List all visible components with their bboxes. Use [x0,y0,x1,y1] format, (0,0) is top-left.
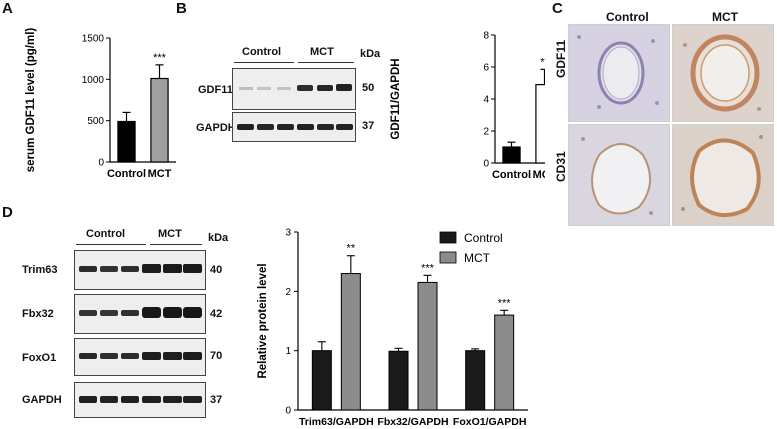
significance-label: *** [421,262,435,274]
y-tick-label: 1500 [82,34,105,45]
blot-b-control-line [234,62,294,63]
histology-row-gdf11: GDF11 [554,39,568,78]
micrograph-control-gdf11 [568,24,670,122]
histology-c: Control MCT GDF11 CD31 [554,8,774,228]
bar [388,350,409,411]
micrograph-control-cd31 [568,124,670,226]
blot-d-fbx32-bands [79,307,202,318]
panel-letter-a: A [2,0,13,17]
blot-b-group-mct: MCT [310,46,334,58]
x-tick-label: Fbx32/GAPDH [377,416,448,427]
legend-label: Control [464,231,503,245]
blot-d-trim63-strip [74,250,206,290]
micrograph-mct-gdf11 [672,24,774,122]
blot-b-kda-label: kDa [360,48,381,60]
x-tick-label: Trim63/GAPDH [299,416,374,427]
blot-b: Control MCT kDa GDF11 50 GAPDH 37 [190,40,390,150]
blot-b-gapdh-strip [232,112,356,142]
blot-d-gapdh-strip [74,382,206,418]
blot-d-kda-gapdh: 37 [210,394,223,406]
legend-swatch [439,231,457,244]
blot-b-mct-line [298,62,354,63]
micrograph-mct-cd31 [672,124,774,226]
chart-a-serum-gdf11: 0 500 1000 1500 serum GDF11 level (pg/ml) Con… [25,28,176,180]
blot-d-kda-trim63: 40 [210,264,223,276]
blot-d-foxo1-strip [74,338,206,376]
y-axis-label: GDF11/GAPDH [390,58,402,139]
x-tick-label: Control [492,169,531,181]
significance-label: *** [153,52,167,64]
blot-d-row-label-trim63: Trim63 [22,264,58,276]
blot-d-gapdh-bands [79,396,202,403]
panel-letter-c: C [552,0,563,17]
x-tick-label: Control [107,168,146,180]
blot-d-row-label-fbx32: Fbx32 [22,308,54,320]
histology-col-mct: MCT [712,10,738,24]
bar [117,120,136,163]
blot-d-trim63-bands [79,264,202,273]
histology-row-cd31: CD31 [554,151,568,182]
blot-b-kda-gdf11: 50 [362,82,375,94]
bar [340,273,361,411]
x-tick-label: FoxO1/GAPDH [453,416,527,427]
chart-b-gdf11-gapdh: 0 2 4 6 8 GDF11/GAPDH Control ** MCT [390,31,545,181]
blot-d-foxo1-bands [79,352,202,360]
significance-label: ** [540,56,545,68]
y-tick-label: 0 [285,406,291,417]
y-tick-label: 0 [98,158,104,169]
y-tick-label: 8 [483,31,489,42]
blot-b-gdf11-strip [232,68,356,110]
y-axis-label: Relative protein level [257,263,269,378]
legend-label: MCT [464,251,491,265]
blot-b-gdf11-bands [239,84,352,91]
bar [150,77,169,163]
blot-d-group-mct: MCT [158,228,182,240]
y-tick-label: 4 [483,95,489,106]
y-tick-label: 1000 [82,75,105,86]
blot-d-row-label-foxo1: FoxO1 [22,352,57,364]
legend-swatch [439,251,457,264]
bar [502,146,521,164]
blot-d-fbx32-strip [74,294,206,334]
blot-d-row-label-gapdh: GAPDH [22,394,62,406]
blot-d-control-line [76,244,146,245]
significance-label: *** [498,297,512,309]
blot-d-kda-fbx32: 42 [210,308,223,320]
bar [417,281,438,411]
blot-d: Control MCT kDa Trim63 40 Fbx32 42 FoxO1 [18,222,248,422]
blot-b-group-control: Control [242,46,282,58]
y-tick-label: 500 [87,116,104,127]
y-tick-label: 1 [285,346,291,357]
histology-col-control: Control [606,10,649,24]
y-axis-label: serum GDF11 level (pg/ml) [25,28,37,173]
blot-d-mct-line [150,244,202,245]
panel-letter-b: B [176,0,187,17]
blot-d-kda-label: kDa [208,232,229,244]
blot-b-kda-gapdh: 37 [362,120,375,132]
bar [535,83,545,164]
bar [311,350,332,411]
x-tick-label: MCT [533,169,545,181]
bar [494,314,515,411]
blot-b-gapdh-bands [237,124,353,130]
y-tick-label: 6 [483,63,489,74]
y-tick-label: 2 [483,127,489,138]
y-tick-label: 2 [285,287,291,298]
chart-d-relative-protein: 0 1 2 3 Relative protein level ** Trim63/GAPDH… [257,228,528,427]
y-tick-label: 0 [483,159,489,170]
bar [465,350,486,411]
x-tick-label: MCT [148,168,172,180]
blot-b-row-label-gapdh: GAPDH [196,122,236,134]
blot-d-group-control: Control [86,228,126,240]
panel-letter-d: D [2,204,13,221]
blot-b-row-label-gdf11: GDF11 [198,84,233,96]
significance-label: ** [347,243,356,255]
y-tick-label: 3 [285,228,291,239]
blot-d-kda-foxo1: 70 [210,350,223,362]
